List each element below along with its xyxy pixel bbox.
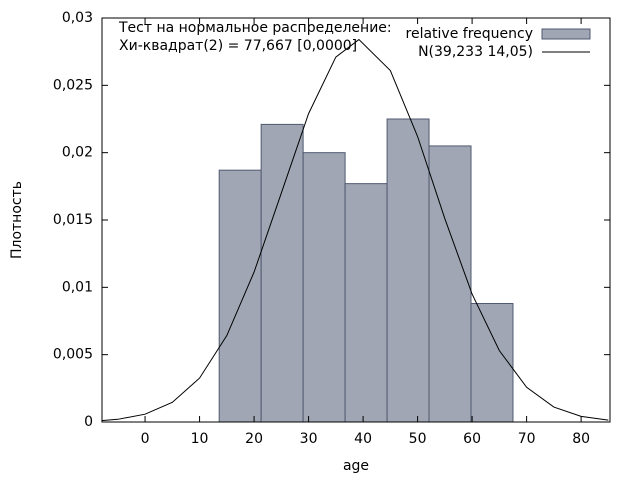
y-tick-label: 0,03 <box>62 10 93 26</box>
bar <box>344 183 388 423</box>
x-tick-label: 60 <box>463 431 481 447</box>
x-tick-label: 50 <box>409 431 427 447</box>
legend-label: N(39,233 14,05) <box>418 44 533 60</box>
x-tick-label: 30 <box>300 431 318 447</box>
x-tick-label: 80 <box>572 431 590 447</box>
y-axis-label: Плотность <box>9 181 25 259</box>
x-tick-label: 40 <box>354 431 372 447</box>
x-axis-label: age <box>343 458 369 474</box>
annotation: Тест на нормальное распределение: <box>118 20 392 36</box>
x-tick-label: 70 <box>518 431 536 447</box>
density-curve <box>101 38 609 422</box>
y-tick-label: 0,02 <box>62 145 93 161</box>
x-tick-label: 20 <box>245 431 263 447</box>
bar <box>428 145 472 423</box>
y-tick-label: 0,01 <box>62 279 93 295</box>
y-tick-label: 0 <box>84 414 93 430</box>
legend-swatch <box>541 28 591 40</box>
bar <box>470 302 514 423</box>
x-tick-label: 0 <box>141 431 150 447</box>
y-tick-label: 0,005 <box>53 347 93 363</box>
bar <box>260 123 304 423</box>
y-tick-label: 0,025 <box>53 77 93 93</box>
bar <box>386 118 430 423</box>
y-tick-label: 0,015 <box>53 212 93 228</box>
x-tick-label: 10 <box>191 431 209 447</box>
bar <box>218 169 262 423</box>
annotation: Хи-квадрат(2) = 77,667 [0,0000] <box>119 38 357 54</box>
legend-label: relative frequency <box>406 26 533 42</box>
bar <box>302 152 346 423</box>
